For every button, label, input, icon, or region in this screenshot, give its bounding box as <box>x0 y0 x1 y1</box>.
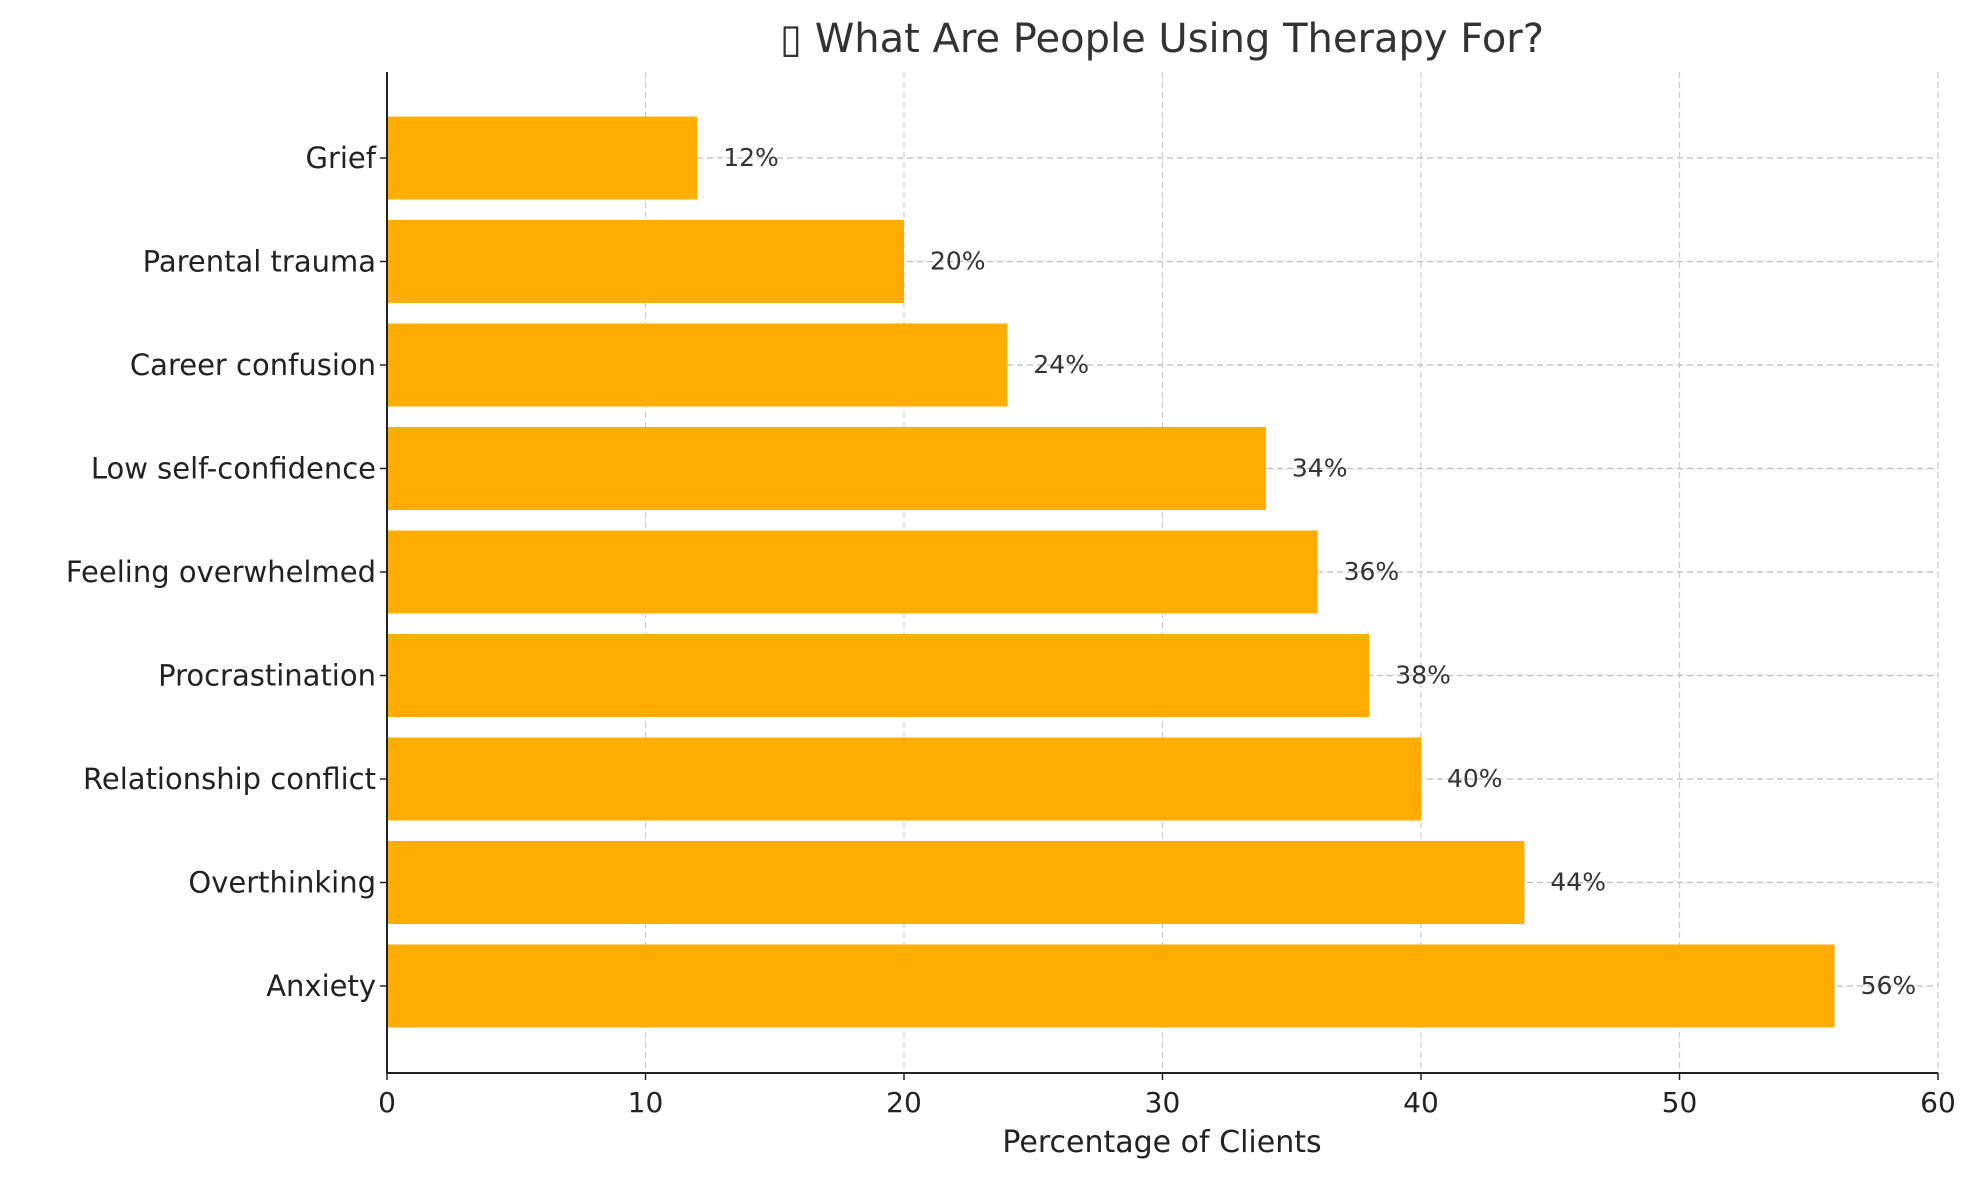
y-tick-label: Parental trauma <box>143 245 376 279</box>
y-tick-label: Overthinking <box>188 866 376 900</box>
data-label: 24% <box>1033 350 1089 379</box>
x-tick-label: 10 <box>628 1086 664 1119</box>
bar-procrastination <box>387 634 1370 717</box>
data-label: 44% <box>1550 868 1606 897</box>
bar-parental-trauma <box>387 220 904 303</box>
axes: 0 10 20 30 40 50 60 Anxiety Overthinking Relation… <box>66 72 1956 1119</box>
x-tick-label: 0 <box>378 1086 396 1119</box>
bar-overthinking <box>387 841 1525 924</box>
y-tick-label: Anxiety <box>266 969 376 1003</box>
y-tick-label: Feeling overwhelmed <box>66 555 376 589</box>
x-tick-label: 30 <box>1145 1086 1181 1119</box>
data-label: 20% <box>930 247 986 276</box>
y-tick-label: Grief <box>305 141 376 175</box>
chart-title: ▯ What Are People Using Therapy For? <box>780 16 1544 62</box>
bar-feeling-overwhelmed <box>387 530 1318 614</box>
y-tick-label: Career confusion <box>130 348 376 382</box>
x-tick-label: 50 <box>1662 1086 1698 1119</box>
data-label: 56% <box>1861 971 1917 1000</box>
bar-relationship-conflict <box>387 737 1421 821</box>
data-label: 40% <box>1447 764 1503 793</box>
x-axis-label: Percentage of Clients <box>1002 1125 1321 1160</box>
data-label: 38% <box>1395 661 1451 690</box>
y-tick-label: Procrastination <box>158 659 376 693</box>
bars: 56% 44% 40% 38% 36% 34% 24% 20% 12% <box>387 116 1917 1028</box>
x-tick-label: 20 <box>886 1086 922 1119</box>
data-label: 12% <box>723 143 779 172</box>
bar-low-self-confidence <box>387 427 1266 510</box>
bar-anxiety <box>387 944 1835 1028</box>
bar-career-confusion <box>387 323 1008 407</box>
y-tick-label: Relationship conflict <box>83 762 376 796</box>
bar-grief <box>387 116 698 200</box>
data-label: 36% <box>1344 557 1400 586</box>
data-label: 34% <box>1292 454 1348 483</box>
y-tick-label: Low self-confidence <box>91 452 376 486</box>
x-tick-label: 40 <box>1403 1086 1439 1119</box>
x-tick-label: 60 <box>1920 1086 1956 1119</box>
